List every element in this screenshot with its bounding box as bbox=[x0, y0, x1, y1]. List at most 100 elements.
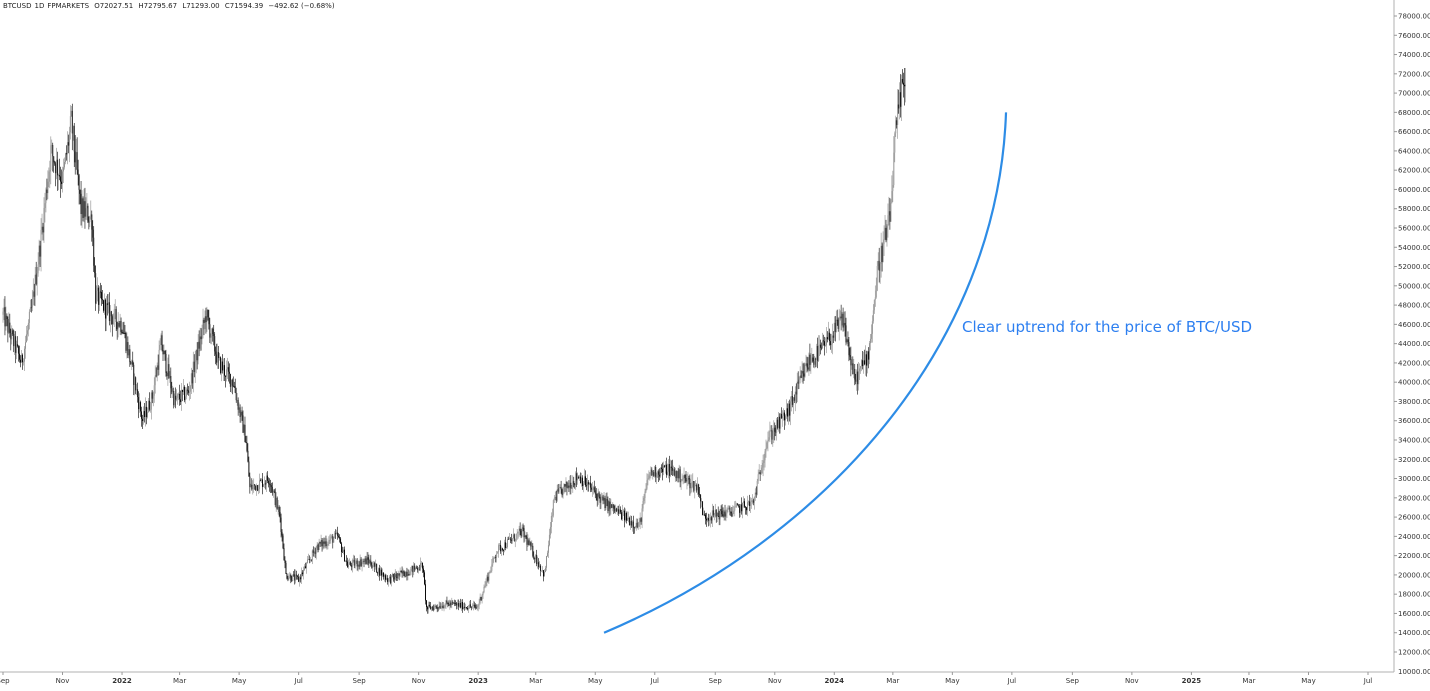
candle-body bbox=[576, 473, 578, 481]
candle-body bbox=[156, 365, 158, 377]
candle-body bbox=[874, 297, 876, 300]
candle-body bbox=[670, 466, 672, 468]
candle-body bbox=[216, 354, 218, 363]
candle-body bbox=[626, 517, 628, 521]
candle-body bbox=[691, 482, 693, 487]
candle-body bbox=[531, 545, 533, 547]
candle-body bbox=[145, 406, 147, 418]
x-tick-label: Jul bbox=[293, 677, 303, 685]
candle-body bbox=[495, 557, 497, 558]
candle-body bbox=[513, 534, 515, 541]
candle-body bbox=[673, 469, 675, 476]
candle-body bbox=[112, 319, 114, 325]
candle-body bbox=[186, 389, 188, 391]
y-tick-label: 78000.00 bbox=[1398, 13, 1430, 21]
candle-body bbox=[223, 365, 224, 371]
candle-body bbox=[52, 145, 54, 157]
candle-body bbox=[707, 518, 709, 521]
open-value: O72027.51 bbox=[94, 2, 134, 10]
y-tick-label: 56000.00 bbox=[1398, 225, 1430, 233]
candle-body bbox=[434, 605, 436, 607]
candle-body bbox=[867, 351, 868, 366]
candle-body bbox=[325, 541, 327, 547]
change-value: −492.62 (−0.68%) bbox=[268, 2, 335, 10]
candle-body bbox=[712, 510, 714, 516]
candle-body bbox=[294, 574, 296, 581]
candle-body bbox=[299, 577, 301, 582]
y-tick-label: 20000.00 bbox=[1398, 571, 1430, 579]
candle-body bbox=[632, 521, 634, 528]
candle-body bbox=[229, 373, 231, 387]
candle-body bbox=[182, 389, 183, 392]
candle-body bbox=[779, 416, 781, 429]
candle-body bbox=[45, 189, 47, 204]
candle-body bbox=[224, 365, 225, 376]
candle-body bbox=[195, 349, 197, 363]
candle-body bbox=[816, 346, 818, 360]
candle-body bbox=[839, 316, 841, 320]
uptrend-annotation: Clear uptrend for the price of BTC/USD bbox=[962, 318, 1253, 336]
candle-body bbox=[575, 473, 577, 485]
candle-body bbox=[365, 558, 367, 564]
candle-body bbox=[330, 536, 332, 540]
candle-body bbox=[529, 542, 531, 546]
candle-body bbox=[388, 576, 390, 579]
candle-body bbox=[87, 205, 89, 222]
y-tick-label: 10000.00 bbox=[1398, 668, 1430, 676]
candle-body bbox=[24, 342, 26, 349]
candle-body bbox=[40, 229, 42, 257]
candle-body bbox=[173, 390, 175, 406]
candle-body bbox=[162, 350, 164, 355]
candle-body bbox=[540, 565, 542, 571]
candle-body bbox=[129, 349, 131, 363]
candle-body bbox=[610, 504, 612, 509]
candle-body bbox=[273, 490, 275, 492]
candle-body bbox=[606, 499, 608, 501]
candle-body bbox=[793, 397, 795, 401]
candle-body bbox=[470, 606, 472, 608]
candle-body bbox=[843, 322, 845, 328]
candle-body bbox=[672, 469, 674, 471]
candle-body bbox=[233, 386, 235, 387]
candle-body bbox=[403, 570, 405, 576]
y-tick-label: 60000.00 bbox=[1398, 186, 1430, 194]
candle-body bbox=[284, 560, 286, 563]
candle-body bbox=[743, 501, 745, 504]
candle-body bbox=[67, 142, 69, 146]
candle-body bbox=[138, 397, 140, 410]
candle-body bbox=[395, 574, 397, 578]
candle-body bbox=[146, 412, 148, 418]
candle-body bbox=[12, 330, 14, 334]
candle-body bbox=[93, 237, 95, 266]
candle-body bbox=[94, 265, 96, 274]
candle-body bbox=[16, 344, 18, 353]
candle-body bbox=[663, 465, 664, 473]
candle-body bbox=[581, 477, 583, 484]
candle-body bbox=[805, 363, 807, 365]
candle-body bbox=[528, 540, 530, 546]
candle-body bbox=[278, 506, 280, 512]
candle-body bbox=[8, 322, 10, 333]
candle-body bbox=[893, 152, 895, 186]
candle-body bbox=[10, 333, 12, 340]
candle-body bbox=[823, 340, 825, 342]
candle-body bbox=[686, 480, 688, 482]
candle-body bbox=[546, 552, 548, 557]
candle-body bbox=[145, 406, 146, 418]
candle-body bbox=[565, 481, 567, 487]
candle-body bbox=[580, 476, 582, 484]
candle-body bbox=[390, 575, 392, 584]
candle-body bbox=[308, 559, 310, 560]
candle-body bbox=[678, 469, 680, 479]
candle-body bbox=[277, 506, 279, 509]
candle-body bbox=[684, 475, 686, 478]
candle-body bbox=[530, 542, 532, 547]
candle-body bbox=[765, 448, 767, 452]
candle-body bbox=[119, 320, 121, 327]
candle-body bbox=[298, 576, 300, 582]
candle-body bbox=[826, 337, 827, 346]
candle-body bbox=[669, 466, 671, 476]
candle-body bbox=[562, 487, 564, 496]
